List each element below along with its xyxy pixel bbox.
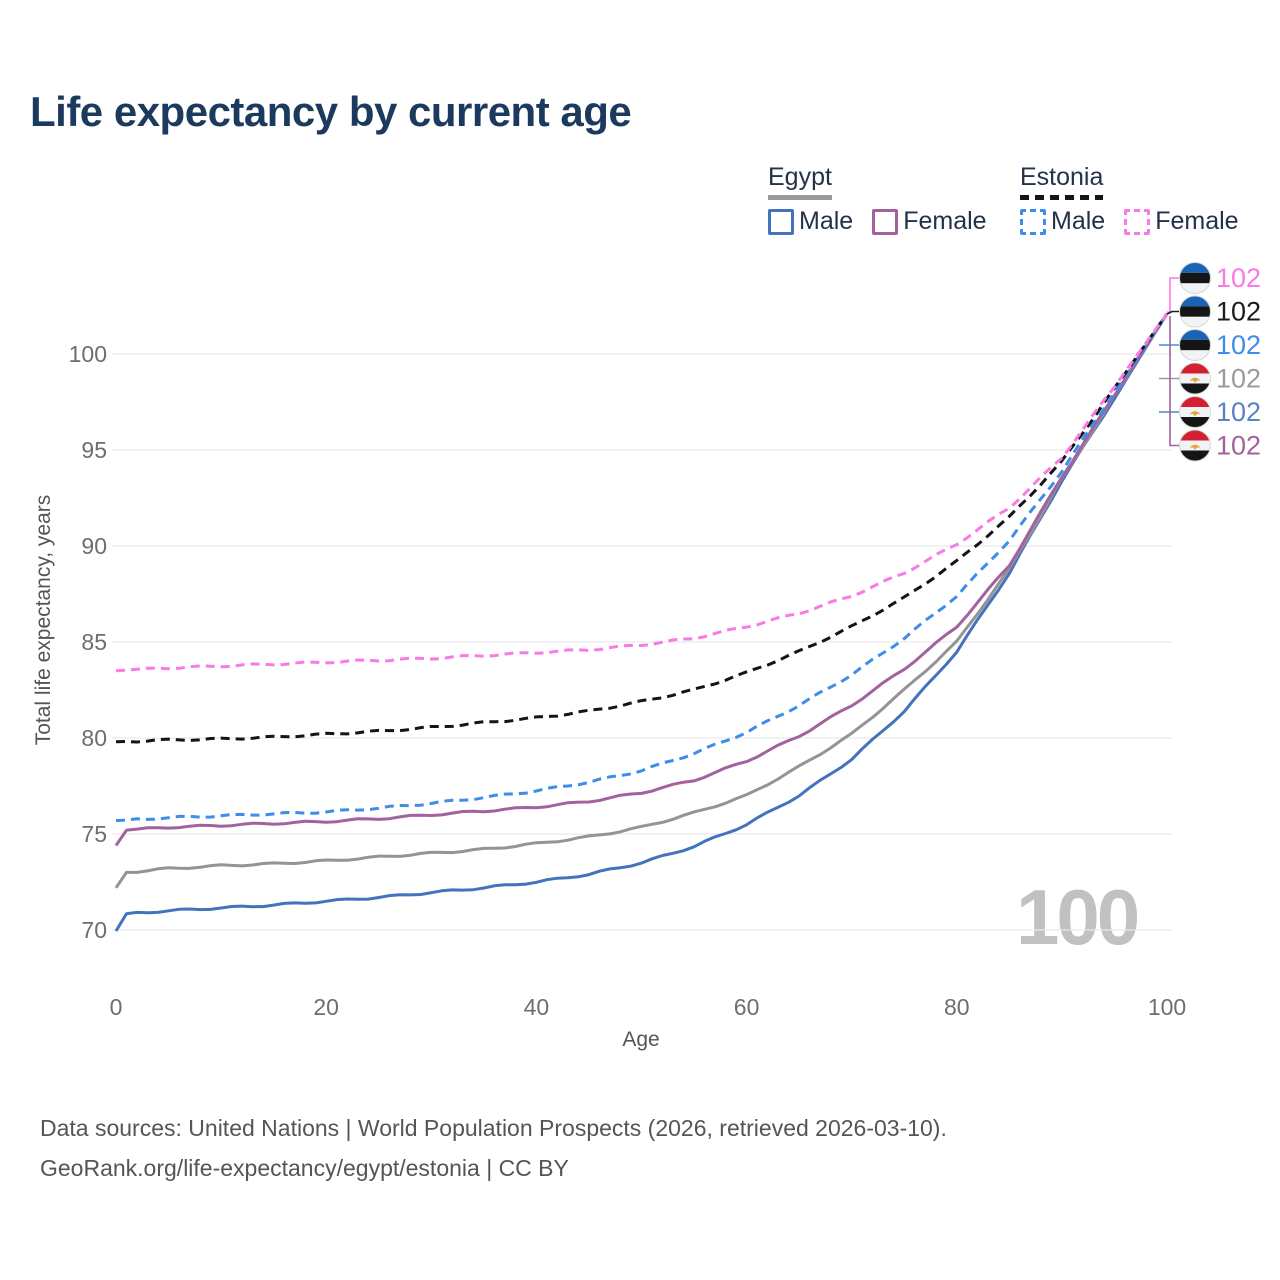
y-tick-label: 85 — [81, 629, 107, 655]
series-line-egypt-male — [114, 312, 1169, 932]
x-tick-label: 100 — [1148, 994, 1186, 1020]
footer-attribution: GeoRank.org/life-expectancy/egypt/estoni… — [40, 1155, 569, 1181]
y-tick-label: 70 — [81, 917, 107, 943]
legend-group-estonia: Estonia Male Female — [1020, 163, 1258, 236]
estonia-flag-icon — [1179, 329, 1211, 361]
legend-group-egypt: Egypt Male Female — [768, 163, 1006, 236]
y-tick-label: 100 — [69, 341, 107, 367]
watermark-100: 100 — [1016, 873, 1140, 961]
leader-line-estonia-both — [1166, 310, 1179, 315]
legend-swatch-egypt-male — [768, 208, 794, 235]
x-tick-label: 20 — [313, 994, 339, 1020]
end-value-label-estonia-male: 102 — [1216, 330, 1261, 360]
y-tick-label: 95 — [81, 437, 107, 463]
legend-swatch-egypt-female — [872, 208, 899, 235]
end-value-label-egypt-female: 102 — [1216, 431, 1261, 461]
egypt-flag-icon — [1179, 362, 1211, 395]
estonia-flag-icon — [1179, 295, 1211, 328]
series-layer — [114, 312, 1169, 932]
x-tick-label: 80 — [944, 994, 970, 1020]
legend-egypt-male-label: Male — [799, 207, 854, 235]
series-line-egypt-female — [114, 312, 1169, 847]
legend-estonia-male-label: Male — [1051, 207, 1106, 235]
footer: Data sources: United Nations | World Pop… — [40, 1108, 947, 1188]
legend-swatch-estonia-male — [1020, 208, 1046, 235]
estonia-flag-icon — [1179, 262, 1211, 294]
legend-estonia-label: Estonia — [1020, 163, 1104, 191]
y-tick-label: 90 — [81, 533, 107, 559]
footer-data-sources: Data sources: United Nations | World Pop… — [40, 1115, 947, 1141]
end-value-label-egypt-both: 102 — [1216, 364, 1261, 394]
egypt-flag-icon — [1179, 396, 1211, 428]
chart-title: Life expectancy by current age — [30, 88, 632, 135]
egypt-flag-icon — [1179, 429, 1211, 462]
legend-egypt-female-label: Female — [903, 207, 987, 235]
end-value-label-egypt-male: 102 — [1216, 397, 1261, 427]
legend-egypt-label: Egypt — [768, 163, 832, 191]
leader-line-estonia-female — [1167, 277, 1179, 313]
end-value-label-estonia-both: 102 — [1216, 297, 1261, 327]
grid-layer: 70 75 80 85 90 95 100 0 20 40 60 80 100 — [69, 341, 1187, 1020]
legend-swatch-estonia-female — [1124, 208, 1151, 235]
y-tick-label: 80 — [81, 725, 107, 751]
series-line-egypt-both — [114, 312, 1169, 889]
x-axis-title: Age — [622, 1028, 660, 1051]
x-tick-label: 40 — [524, 994, 550, 1020]
y-tick-label: 75 — [81, 821, 107, 847]
y-axis-title: Total life expectancy, years — [32, 494, 55, 746]
legend-estonia-underline — [1020, 195, 1104, 200]
x-tick-label: 0 — [110, 994, 123, 1020]
legend-egypt-underline — [768, 195, 832, 200]
legend-estonia-female-label: Female — [1155, 207, 1239, 235]
series-line-estonia-both — [115, 312, 1169, 744]
x-tick-label: 60 — [734, 994, 760, 1020]
leader-line-egypt-female — [1169, 316, 1179, 447]
series-line-estonia-female — [115, 312, 1169, 673]
end-value-label-estonia-female: 102 — [1216, 263, 1261, 293]
series-line-estonia-male — [115, 312, 1169, 823]
